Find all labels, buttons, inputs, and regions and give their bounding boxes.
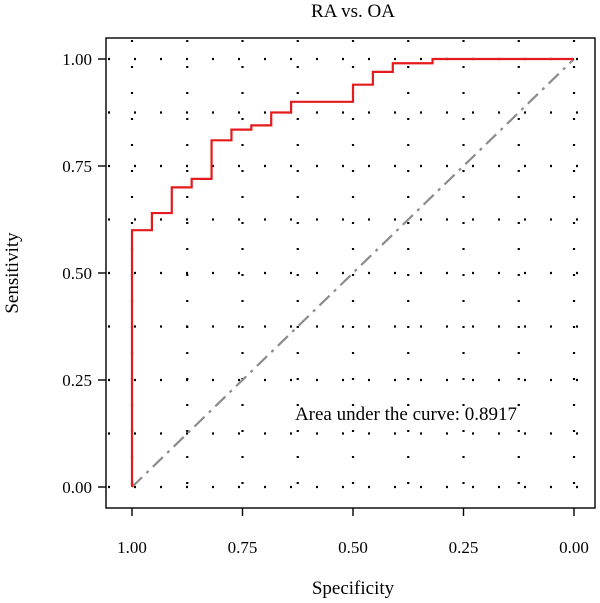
y-axis-ticks: 0.00 0.25 0.50 0.75 1.00	[62, 50, 106, 497]
x-tick-label-0: 1.00	[117, 538, 147, 557]
x-axis-label: Specificity	[312, 578, 395, 599]
x-tick-label-2: 0.50	[338, 538, 368, 557]
y-tick-label-0: 0.00	[62, 478, 92, 497]
y-axis-label: Sensitivity	[2, 232, 23, 314]
grid-dots	[108, 40, 593, 506]
roc-curve-line	[130, 57, 574, 487]
chart-title: RA vs. OA	[311, 1, 395, 22]
x-axis-ticks: 1.00 0.75 0.50 0.25 0.00	[117, 508, 589, 557]
y-tick-label-1: 0.25	[62, 371, 92, 390]
x-tick-label-4: 0.00	[559, 538, 589, 557]
y-tick-label-4: 1.00	[62, 50, 92, 69]
roc-curve-layer	[130, 57, 574, 487]
y-tick-label-2: 0.50	[62, 264, 92, 283]
auc-annotation: Area under the curve: 0.8917	[295, 404, 517, 425]
x-tick-label-1: 0.75	[228, 538, 258, 557]
y-tick-label-3: 0.75	[62, 157, 92, 176]
x-tick-label-3: 0.25	[449, 538, 479, 557]
